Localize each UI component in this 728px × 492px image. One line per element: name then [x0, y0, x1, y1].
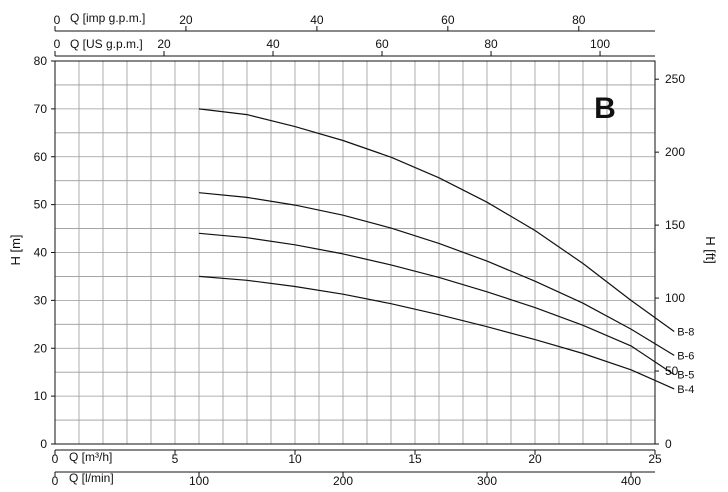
y-tick-label: 40	[34, 246, 48, 260]
x-imp-gpm-tick-label: 60	[441, 13, 455, 27]
y-right-tick-label: 0	[665, 437, 672, 451]
series-label-b-4: B-4	[677, 384, 694, 396]
x-tick-label: 20	[528, 452, 542, 466]
y-right-tick-label: 150	[665, 218, 685, 232]
x-us-gpm-tick-label: 100	[590, 37, 610, 51]
x-us-gpm-tick-label: 60	[375, 37, 389, 51]
x-axis-label-m3h: Q [m³/h]	[69, 450, 112, 464]
grid	[55, 61, 655, 444]
x-tick-label: 10	[288, 452, 302, 466]
x-axis-label-imp-gpm: Q [imp g.p.m.]	[70, 11, 145, 25]
x-imp-gpm-tick-label: 80	[572, 13, 586, 27]
y-tick-label: 50	[34, 198, 48, 212]
y-tick-label: 30	[34, 293, 48, 307]
y-tick-label: 10	[34, 389, 48, 403]
y-tick-label: 80	[34, 54, 48, 68]
series-line-b-4	[198, 275, 675, 390]
y-axis-label-left: H [m]	[8, 234, 23, 265]
x-us-gpm-tick-label: 20	[157, 37, 171, 51]
x-lmin-tick-label: 100	[189, 474, 209, 488]
y-right-tick-label: 100	[665, 291, 685, 305]
x-imp-gpm-tick-label: 20	[179, 13, 193, 27]
x-lmin-tick-label: 400	[621, 474, 641, 488]
x-lmin-tick-label: 0	[52, 474, 59, 488]
series-line-b-5	[198, 232, 675, 376]
y-right-tick-label: 250	[665, 72, 685, 86]
chart-title: B	[594, 92, 616, 125]
x-us-gpm-tick-label: 40	[266, 37, 280, 51]
x-tick-label: 0	[52, 452, 59, 466]
x-tick-label: 5	[172, 452, 179, 466]
x-us-gpm-tick-label: 0	[54, 37, 61, 51]
series-label-b-5: B-5	[677, 370, 694, 382]
series-line-b-6	[198, 192, 675, 356]
x-lmin-tick-label: 300	[477, 474, 497, 488]
y-tick-label: 60	[34, 150, 48, 164]
x-axis-label-lmin: Q [l/min]	[69, 471, 114, 485]
x-lmin-tick-label: 200	[333, 474, 353, 488]
x-tick-label: 15	[408, 452, 422, 466]
x-imp-gpm-tick-label: 0	[54, 13, 61, 27]
series-group: B-8 B-6 B-5 B-4	[198, 108, 694, 396]
y-right-tick-label: 50	[665, 364, 679, 378]
y-axis-label-right: H [ft]	[703, 236, 718, 263]
y-right-tick-label: 200	[665, 145, 685, 159]
x-axis-label-us-gpm: Q [US g.p.m.]	[70, 37, 143, 51]
x-tick-label: 25	[648, 452, 662, 466]
x-imp-gpm-tick-label: 40	[310, 13, 324, 27]
series-label-b-8: B-8	[677, 326, 694, 338]
series-label-b-6: B-6	[677, 350, 694, 362]
x-us-gpm-tick-label: 80	[484, 37, 498, 51]
y-tick-label: 70	[34, 102, 48, 116]
y-tick-label: 20	[34, 341, 48, 355]
y-tick-label: 0	[40, 437, 47, 451]
series-line-b-8	[198, 108, 675, 332]
